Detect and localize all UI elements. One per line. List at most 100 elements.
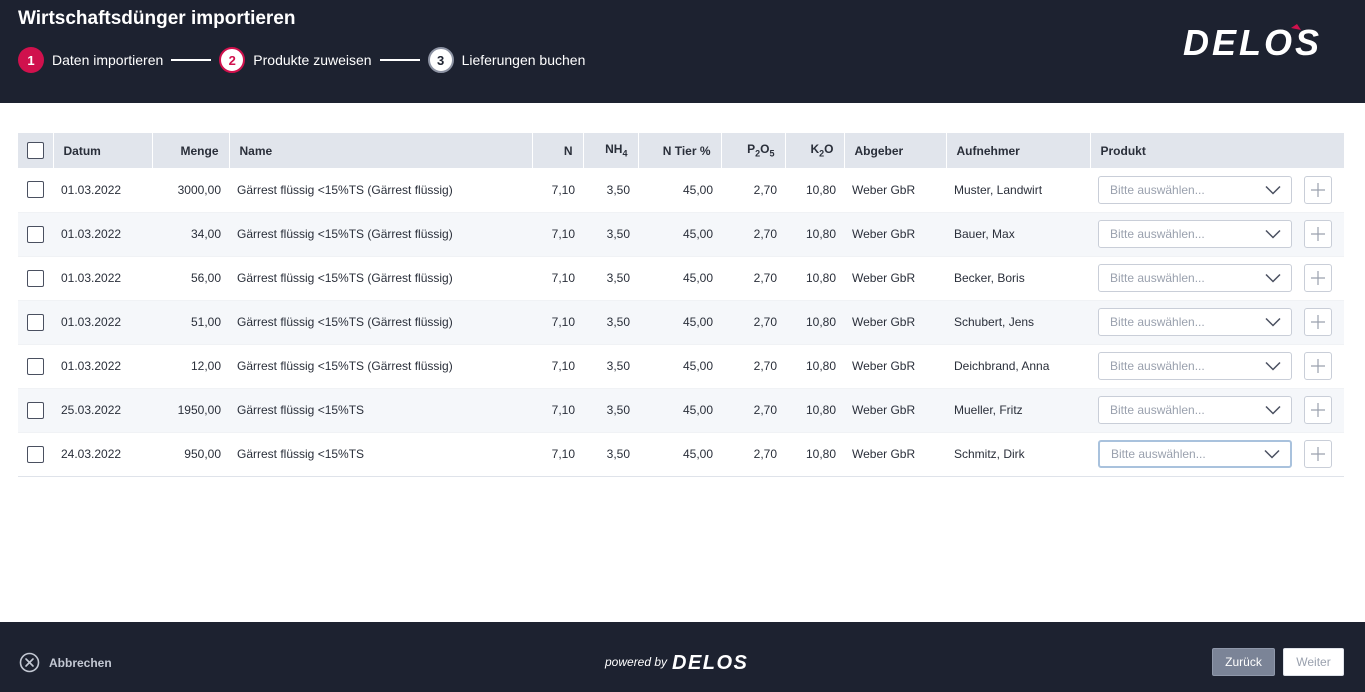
add-product-button[interactable] <box>1304 264 1332 292</box>
add-product-button[interactable] <box>1304 175 1332 204</box>
product-select-placeholder: Bitte auswählen... <box>1110 182 1205 197</box>
cell-produkt: Bitte auswählen... <box>1090 300 1344 344</box>
product-select[interactable]: Bitte auswählen... <box>1098 352 1292 380</box>
footer-logo-text: DELOS <box>672 652 748 672</box>
col-menge[interactable]: Menge <box>152 133 230 168</box>
col-n[interactable]: N <box>532 133 584 168</box>
plus-icon <box>1311 447 1325 461</box>
select-all-cell <box>18 133 54 168</box>
step-2: 2 Produkte zuweisen <box>219 47 372 73</box>
cell-k2o: 10,80 <box>805 227 836 241</box>
cell-ntier: 45,00 <box>682 182 713 197</box>
row-checkbox-cell <box>18 432 53 476</box>
cell-nh4: 3,50 <box>606 227 630 241</box>
add-product-button[interactable] <box>1304 440 1332 468</box>
row-checkbox[interactable] <box>27 445 44 463</box>
cell-abgeber: Weber GbR <box>852 227 916 241</box>
cell-k2o: 10,80 <box>805 359 836 373</box>
cell-produkt: Bitte auswählen... <box>1090 256 1344 300</box>
cell-aufnehmer: Deichbrand, Anna <box>954 359 1050 373</box>
cell-n: 7,10 <box>551 447 575 461</box>
cell-name: Gärrest flüssig <15%TS <box>237 403 365 417</box>
cell-datum: 01.03.2022 <box>61 182 122 197</box>
product-select[interactable]: Bitte auswählen... <box>1098 308 1292 336</box>
add-product-button[interactable] <box>1304 220 1332 248</box>
cell-aufnehmer: Schmitz, Dirk <box>954 447 1025 461</box>
cell-abgeber: Weber GbR <box>852 315 916 329</box>
cell-nh4: 3,50 <box>606 403 630 417</box>
cell-aufnehmer: Becker, Boris <box>954 271 1025 285</box>
cell-p2o5: 2,70 <box>753 271 777 285</box>
col-aufnehmer[interactable]: Aufnehmer <box>946 133 1091 168</box>
delos-footer-logo: DELOS <box>672 652 748 672</box>
product-select[interactable]: Bitte auswählen... <box>1098 440 1292 468</box>
col-p2o5[interactable]: P2O5 <box>721 133 786 168</box>
cancel-button[interactable]: Abbrechen <box>19 652 112 673</box>
cell-p2o5: 2,70 <box>753 315 777 329</box>
row-checkbox-cell <box>18 344 53 388</box>
step-3: 3 Lieferungen buchen <box>427 47 585 73</box>
product-select-placeholder: Bitte auswählen... <box>1110 403 1205 417</box>
product-select-placeholder: Bitte auswählen... <box>1110 359 1205 373</box>
cell-p2o5: 2,70 <box>753 447 777 461</box>
cell-aufnehmer: Mueller, Fritz <box>954 403 1023 417</box>
cell-name: Gärrest flüssig <15%TS <box>237 447 365 461</box>
cell-ntier: 45,00 <box>682 403 713 417</box>
close-circle-icon <box>19 652 40 673</box>
row-checkbox[interactable] <box>27 225 44 243</box>
product-select[interactable]: Bitte auswählen... <box>1098 264 1292 292</box>
row-checkbox[interactable] <box>27 401 44 419</box>
col-ntier[interactable]: N Tier % <box>638 133 722 168</box>
cell-nh4: 3,50 <box>606 182 630 197</box>
cell-menge: 51,00 <box>190 315 221 329</box>
add-product-button[interactable] <box>1304 308 1332 336</box>
select-all-checkbox[interactable] <box>27 142 44 159</box>
chevron-down-icon <box>1265 361 1281 371</box>
plus-icon <box>1311 315 1325 329</box>
cell-ntier: 45,00 <box>682 359 713 373</box>
row-checkbox[interactable] <box>27 181 44 199</box>
step-connector <box>171 59 212 61</box>
cell-ntier: 45,00 <box>682 227 713 241</box>
cell-name: Gärrest flüssig <15%TS (Gärrest flüssig) <box>237 359 453 373</box>
cell-menge: 1950,00 <box>177 403 221 417</box>
cell-name: Gärrest flüssig <15%TS (Gärrest flüssig) <box>237 182 453 197</box>
col-abgeber[interactable]: Abgeber <box>844 133 947 168</box>
col-k2o-s: 2 <box>819 148 825 159</box>
stepper: 1 Daten importieren 2 Produkte zuweisen … <box>18 47 585 73</box>
cell-aufnehmer: Bauer, Max <box>954 227 1015 241</box>
product-select-placeholder: Bitte auswählen... <box>1111 447 1206 461</box>
row-checkbox[interactable] <box>27 357 44 375</box>
add-product-button[interactable] <box>1304 352 1332 380</box>
col-name[interactable]: Name <box>229 133 533 168</box>
cell-p2o5: 2,70 <box>753 403 777 417</box>
cell-ntier: 45,00 <box>682 447 713 461</box>
product-select[interactable]: Bitte auswählen... <box>1098 396 1292 424</box>
cell-menge: 56,00 <box>190 271 221 285</box>
product-select[interactable]: Bitte auswählen... <box>1098 220 1292 248</box>
col-datum[interactable]: Datum <box>53 133 153 168</box>
powered-by: powered by DELOS <box>605 652 768 672</box>
plus-icon <box>1311 227 1325 241</box>
row-checkbox-cell <box>18 300 53 344</box>
next-button[interactable]: Weiter <box>1283 648 1344 676</box>
powered-by-text: powered by <box>605 655 668 669</box>
step-1-label: Daten importieren <box>52 52 164 68</box>
col-k2o[interactable]: K2O <box>785 133 845 168</box>
cell-datum: 01.03.2022 <box>61 359 122 373</box>
cell-produkt: Bitte auswählen... <box>1090 432 1344 476</box>
step-1-number: 1 <box>18 47 44 73</box>
header: Wirtschaftsdünger importieren 1 Daten im… <box>0 0 1365 103</box>
cell-p2o5: 2,70 <box>753 227 777 241</box>
col-produkt[interactable]: Produkt <box>1090 133 1345 168</box>
col-nh4[interactable]: NH4 <box>583 133 639 168</box>
cell-name: Gärrest flüssig <15%TS (Gärrest flüssig) <box>237 227 453 241</box>
add-product-button[interactable] <box>1304 396 1332 424</box>
cell-n: 7,10 <box>551 403 575 417</box>
product-select[interactable]: Bitte auswählen... <box>1098 175 1292 204</box>
row-checkbox[interactable] <box>27 269 44 287</box>
col-p2o5-a: P <box>747 142 756 157</box>
row-checkbox[interactable] <box>27 313 44 331</box>
cell-abgeber: Weber GbR <box>852 447 916 461</box>
back-button[interactable]: Zurück <box>1212 648 1275 676</box>
